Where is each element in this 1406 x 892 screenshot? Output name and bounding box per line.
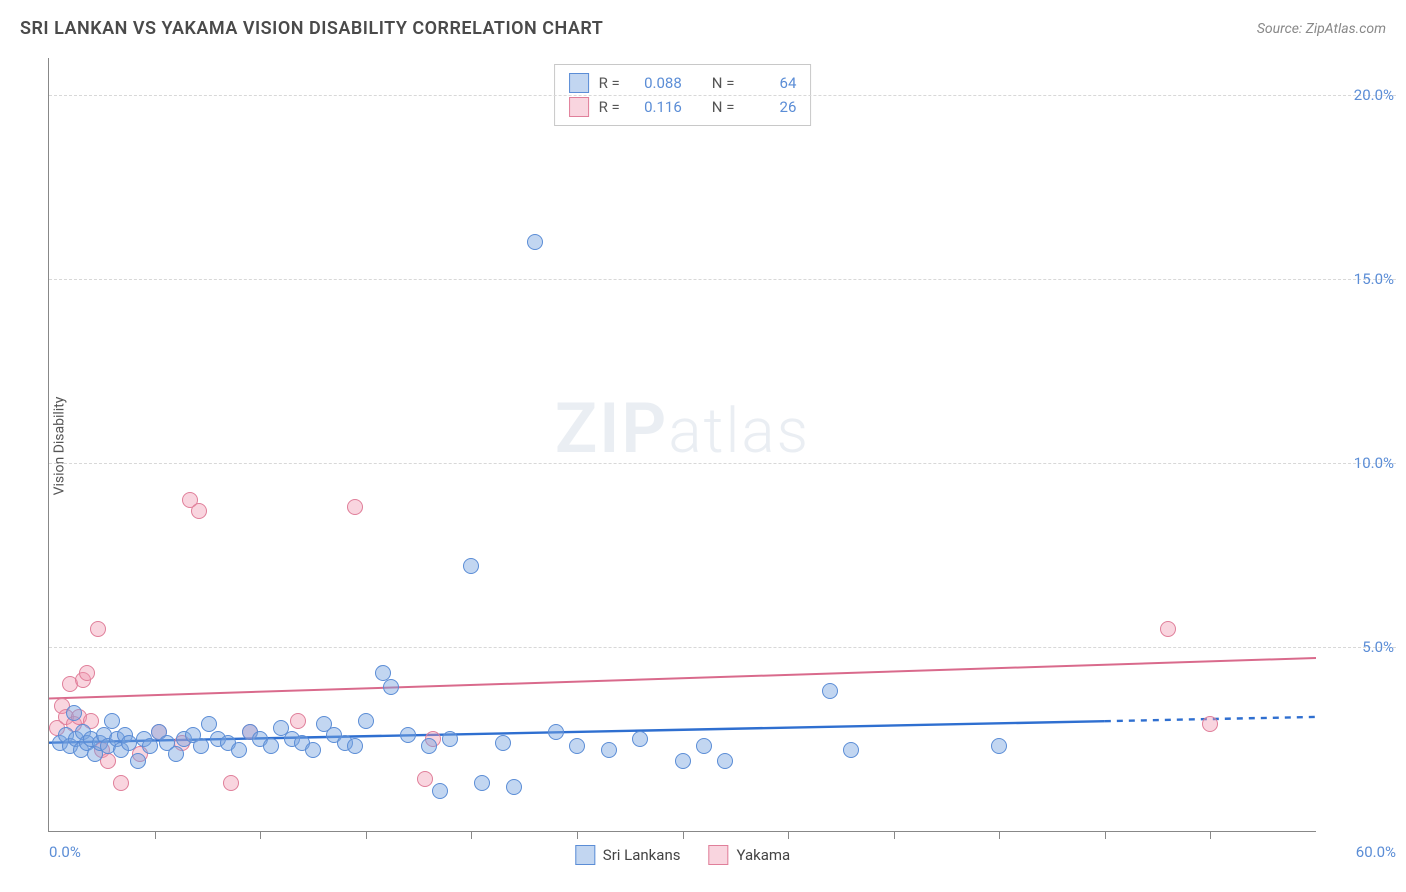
chart-plot-area: ZIPatlas R = 0.088 N = 64 R = 0.116 N = … [48,58,1316,832]
data-point-sri-lankans [527,234,543,250]
data-point-sri-lankans [66,705,82,721]
data-point-sri-lankans [822,683,838,699]
data-point-sri-lankans [104,713,120,729]
x-axis-max-label: 60.0% [1356,843,1396,861]
n-value-sri-lankans: 64 [744,74,796,92]
data-point-sri-lankans [548,724,564,740]
data-point-yakama [1160,621,1176,637]
y-tick-label: 5.0% [1362,638,1394,656]
source-attribution: Source: ZipAtlas.com [1257,21,1386,37]
data-point-sri-lankans [375,665,391,681]
x-tick [683,831,684,839]
gridline [49,647,1396,648]
data-point-sri-lankans [463,558,479,574]
data-point-sri-lankans [231,742,247,758]
gridline [49,95,1396,96]
watermark: ZIPatlas [555,388,810,470]
data-point-sri-lankans [305,742,321,758]
data-point-sri-lankans [193,738,209,754]
data-point-sri-lankans [696,738,712,754]
data-point-yakama [1202,716,1218,732]
data-point-sri-lankans [991,738,1007,754]
data-point-sri-lankans [121,735,137,751]
x-tick [1210,831,1211,839]
gridline [49,279,1396,280]
data-point-sri-lankans [717,753,733,769]
chart-title: SRI LANKAN VS YAKAMA VISION DISABILITY C… [20,18,603,39]
data-point-sri-lankans [383,679,399,695]
data-point-sri-lankans [421,738,437,754]
data-point-sri-lankans [347,738,363,754]
x-tick [577,831,578,839]
data-point-sri-lankans [843,742,859,758]
data-point-sri-lankans [130,753,146,769]
n-value-yakama: 26 [744,98,796,116]
legend-item-sri-lankans: Sri Lankans [575,845,681,865]
x-tick [260,831,261,839]
data-point-sri-lankans [569,738,585,754]
data-point-yakama [417,771,433,787]
series-label-yakama: Yakama [736,846,790,864]
data-point-sri-lankans [168,746,184,762]
data-point-sri-lankans [358,713,374,729]
x-tick [471,831,472,839]
data-point-yakama [191,503,207,519]
watermark-bold: ZIP [555,388,668,470]
data-point-sri-lankans [495,735,511,751]
r-label: R = [599,98,620,116]
x-tick [788,831,789,839]
gridline [49,463,1396,464]
legend-row-sri-lankans: R = 0.088 N = 64 [569,71,797,95]
data-point-sri-lankans [601,742,617,758]
data-point-sri-lankans [506,779,522,795]
data-point-sri-lankans [142,738,158,754]
data-point-yakama [79,665,95,681]
legend-row-yakama: R = 0.116 N = 26 [569,95,797,119]
x-tick [1105,831,1106,839]
data-point-sri-lankans [474,775,490,791]
data-point-yakama [290,713,306,729]
series-legend: Sri Lankans Yakama [575,845,790,865]
swatch-sri-lankans [575,845,595,865]
trendlines-svg [49,58,1316,831]
data-point-sri-lankans [442,731,458,747]
data-point-sri-lankans [432,783,448,799]
swatch-yakama [569,97,589,117]
y-tick-label: 15.0% [1354,270,1394,288]
data-point-yakama [90,621,106,637]
n-label: N = [712,98,735,116]
x-tick [894,831,895,839]
legend-item-yakama: Yakama [708,845,790,865]
swatch-sri-lankans [569,73,589,93]
r-label: R = [599,74,620,92]
x-tick [999,831,1000,839]
series-label-sri-lankans: Sri Lankans [603,846,681,864]
data-point-sri-lankans [675,753,691,769]
y-tick-label: 20.0% [1354,86,1394,104]
n-label: N = [712,74,735,92]
swatch-yakama [708,845,728,865]
data-point-sri-lankans [632,731,648,747]
x-axis-min-label: 0.0% [49,843,81,861]
x-tick [366,831,367,839]
watermark-light: atlas [668,395,810,468]
x-tick [155,831,156,839]
y-tick-label: 10.0% [1354,454,1394,472]
data-point-sri-lankans [201,716,217,732]
data-point-yakama [113,775,129,791]
data-point-yakama [223,775,239,791]
r-value-yakama: 0.116 [630,98,682,116]
data-point-sri-lankans [263,738,279,754]
r-value-sri-lankans: 0.088 [630,74,682,92]
data-point-sri-lankans [400,727,416,743]
data-point-yakama [347,499,363,515]
